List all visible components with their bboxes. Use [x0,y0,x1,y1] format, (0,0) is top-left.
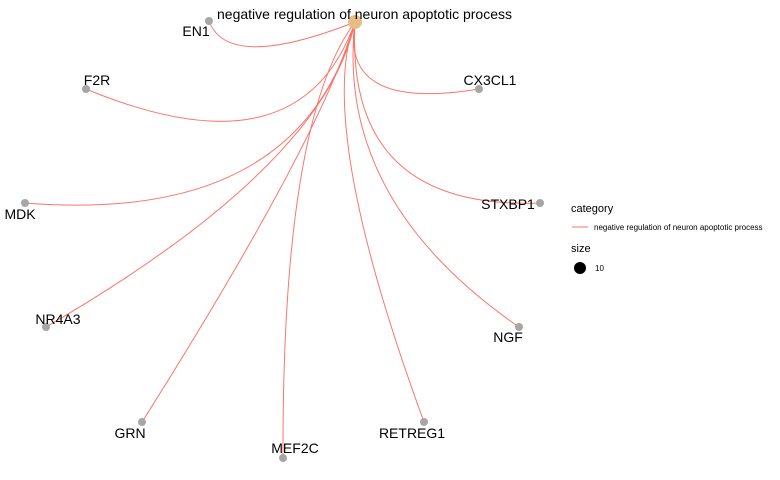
legend-size-value: 10 [595,264,604,273]
gene-node-stxbp1 [536,199,544,207]
legend-size-dot [574,262,586,274]
gene-node-grn [138,418,146,426]
edge-cx3cl1 [353,21,480,95]
edge-ngf [352,21,520,328]
gene-node-f2r [82,85,90,93]
gene-node-retreg1 [420,418,428,426]
gene-label-retreg1: RETREG1 [379,425,445,441]
edge-retreg1 [343,21,425,423]
edge-mdk [24,21,356,206]
edge-grn [141,21,356,423]
gene-label-cx3cl1: CX3CL1 [464,72,517,88]
hub-node [348,15,362,29]
gene-label-mdk: MDK [4,206,36,222]
legend-category-item: negative regulation of neuron apoptotic … [594,223,763,232]
gene-node-ngf [515,323,523,331]
gene-label-ngf: NGF [493,329,523,345]
gene-node-mdk [21,199,29,207]
legend: category negative regulation of neuron a… [571,203,763,274]
gene-node-en1 [205,17,213,25]
gene-node-mef2c [279,454,287,462]
gene-label-f2r: F2R [84,72,110,88]
gene-node-nr4a3 [42,323,50,331]
edge-mef2c [282,21,356,459]
gene-label-en1: EN1 [182,23,209,39]
gene-label-grn: GRN [114,425,145,441]
legend-size-title: size [571,243,591,255]
edge-nr4a3 [45,21,356,328]
nodes-group [21,15,544,462]
hub-label: negative regulation of neuron apoptotic … [217,6,512,22]
edge-f2r [85,21,356,122]
edge-stxbp1 [354,21,541,204]
gene-label-mef2c: MEF2C [271,440,318,456]
gene-label-nr4a3: NR4A3 [35,311,80,327]
edges-group [24,20,541,459]
gene-label-stxbp1: STXBP1 [481,196,535,212]
legend-category-title: category [571,203,614,215]
edge-en1 [208,20,356,48]
gene-node-cx3cl1 [475,85,483,93]
labels-group: EN1 F2R CX3CL1 MDK STXBP1 NR4A3 NGF GRN MEF2C RET… [4,23,535,456]
